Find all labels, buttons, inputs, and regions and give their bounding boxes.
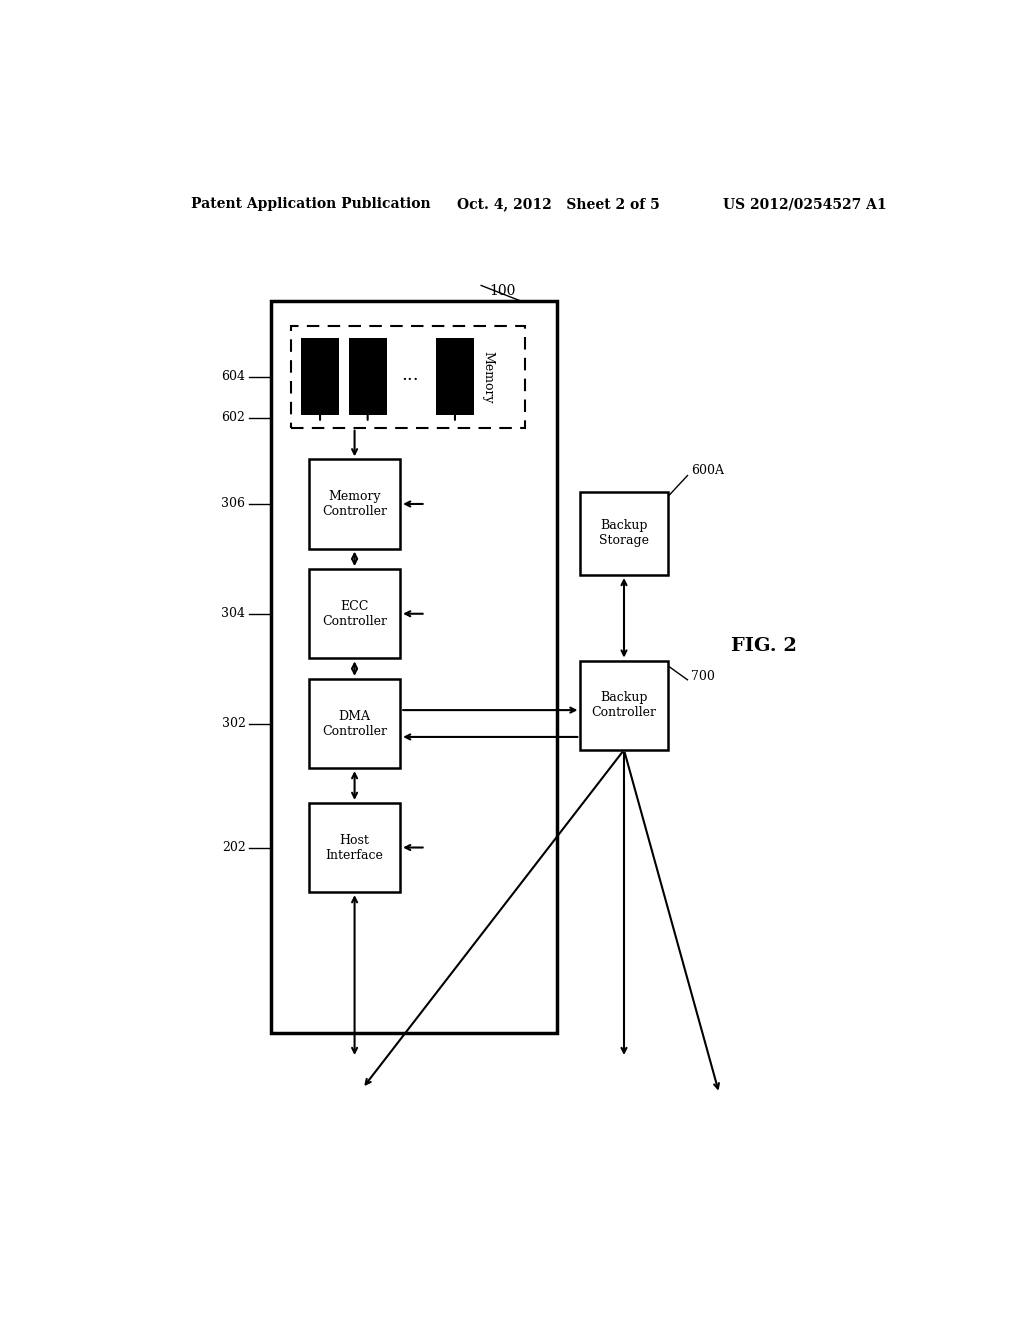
Bar — [309, 678, 400, 768]
Bar — [301, 338, 339, 414]
Text: Oct. 4, 2012   Sheet 2 of 5: Oct. 4, 2012 Sheet 2 of 5 — [458, 197, 660, 211]
Text: 604: 604 — [221, 371, 246, 383]
Text: 100: 100 — [489, 284, 515, 297]
Bar — [436, 338, 474, 414]
Text: 600A: 600A — [691, 463, 724, 477]
Bar — [309, 459, 400, 549]
Text: Patent Application Publication: Patent Application Publication — [191, 197, 431, 211]
Bar — [348, 338, 387, 414]
Bar — [309, 803, 400, 892]
Bar — [309, 569, 400, 659]
Text: 302: 302 — [221, 717, 246, 730]
Text: Backup
Controller: Backup Controller — [592, 692, 656, 719]
Text: US 2012/0254527 A1: US 2012/0254527 A1 — [723, 197, 887, 211]
Text: 306: 306 — [221, 498, 246, 511]
Text: ECC
Controller: ECC Controller — [323, 599, 387, 628]
Text: FIG. 2: FIG. 2 — [731, 638, 797, 655]
Text: 700: 700 — [691, 671, 716, 684]
Bar — [270, 301, 557, 1032]
Bar — [581, 492, 668, 576]
Text: 602: 602 — [221, 411, 246, 424]
Text: Memory
Controller: Memory Controller — [323, 490, 387, 517]
Text: Host
Interface: Host Interface — [326, 833, 384, 862]
Text: DMA
Controller: DMA Controller — [323, 710, 387, 738]
Text: 202: 202 — [222, 841, 246, 854]
Bar — [291, 326, 525, 428]
Text: ...: ... — [401, 366, 419, 384]
Bar — [581, 660, 668, 750]
Text: Backup
Storage: Backup Storage — [599, 520, 649, 548]
Text: Memory: Memory — [481, 351, 494, 403]
Text: 304: 304 — [221, 607, 246, 620]
